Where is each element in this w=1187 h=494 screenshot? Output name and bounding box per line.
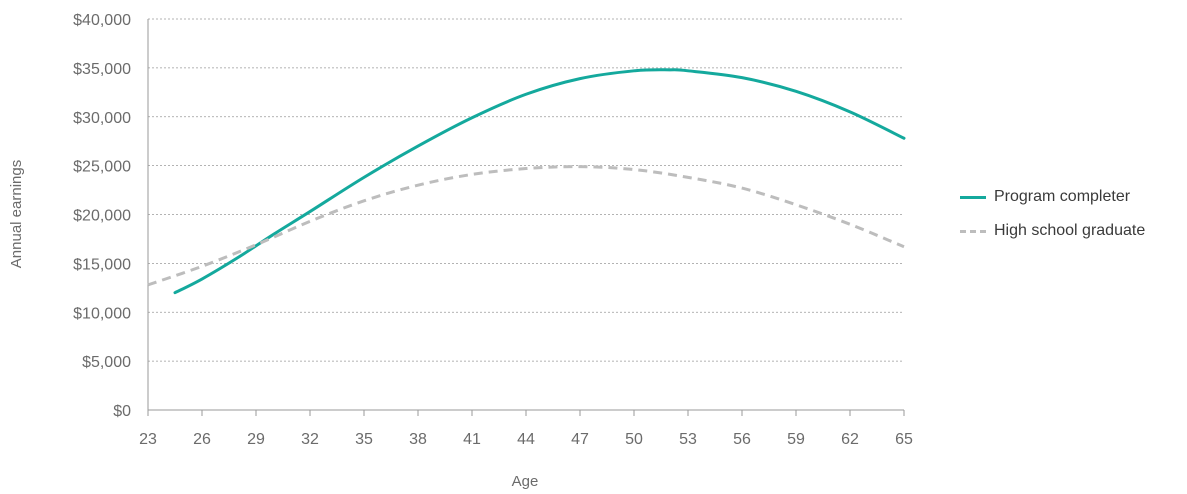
legend-swatch-program-completer [960, 195, 986, 199]
legend-label-high-school-graduate: High school graduate [994, 222, 1146, 239]
legend-item-high-school-graduate: High school graduate [960, 219, 1145, 243]
x-tick-label-14: 65 [895, 431, 913, 448]
legend-label-program-completer: Program completer [994, 188, 1131, 205]
x-tick-label-4: 35 [355, 431, 373, 448]
y-axis-title: Annual earnings [8, 160, 25, 268]
legend: Program completer High school graduate [960, 185, 1145, 253]
y-tick-label-0: $0 [113, 403, 131, 420]
gridlines [148, 18, 904, 362]
legend-item-program-completer: Program completer [960, 185, 1145, 209]
x-tick-label-10: 53 [679, 431, 697, 448]
x-tick-label-12: 59 [787, 431, 805, 448]
y-tick-label-3: $15,000 [73, 256, 131, 273]
x-tick-label-6: 41 [463, 431, 481, 448]
x-tick-label-2: 29 [247, 431, 265, 448]
series-lines [147, 68, 906, 295]
y-tick-label-4: $20,000 [73, 208, 131, 225]
x-tick-label-5: 38 [409, 431, 427, 448]
y-tick-label-2: $10,000 [73, 305, 131, 322]
x-tick-label-1: 26 [193, 431, 211, 448]
x-tick-label-13: 62 [841, 431, 859, 448]
x-axis-title: Age [512, 473, 539, 490]
x-tick-label-8: 47 [571, 431, 589, 448]
y-tick-label-1: $5,000 [82, 354, 131, 371]
series-line-high-school-graduate [147, 165, 905, 287]
legend-swatch-high-school-graduate [960, 229, 986, 233]
x-tick-label-3: 32 [301, 431, 319, 448]
x-tick-label-7: 44 [517, 431, 535, 448]
y-tick-label-6: $30,000 [73, 110, 131, 127]
y-tick-label-8: $40,000 [73, 12, 131, 29]
x-axis-tick-labels: 23 26 29 32 35 38 41 44 47 50 53 56 59 62 65 [139, 431, 913, 448]
x-tick-label-0: 23 [139, 431, 157, 448]
y-tick-label-7: $35,000 [73, 61, 131, 78]
axes [147, 19, 905, 416]
y-tick-label-5: $25,000 [73, 159, 131, 176]
x-tick-label-11: 56 [733, 431, 751, 448]
x-tick-label-9: 50 [625, 431, 643, 448]
y-axis-tick-labels: $0 $5,000 $10,000 $15,000 $20,000 $25,000 $30,… [73, 12, 131, 420]
series-line-program-completer [173, 68, 906, 295]
